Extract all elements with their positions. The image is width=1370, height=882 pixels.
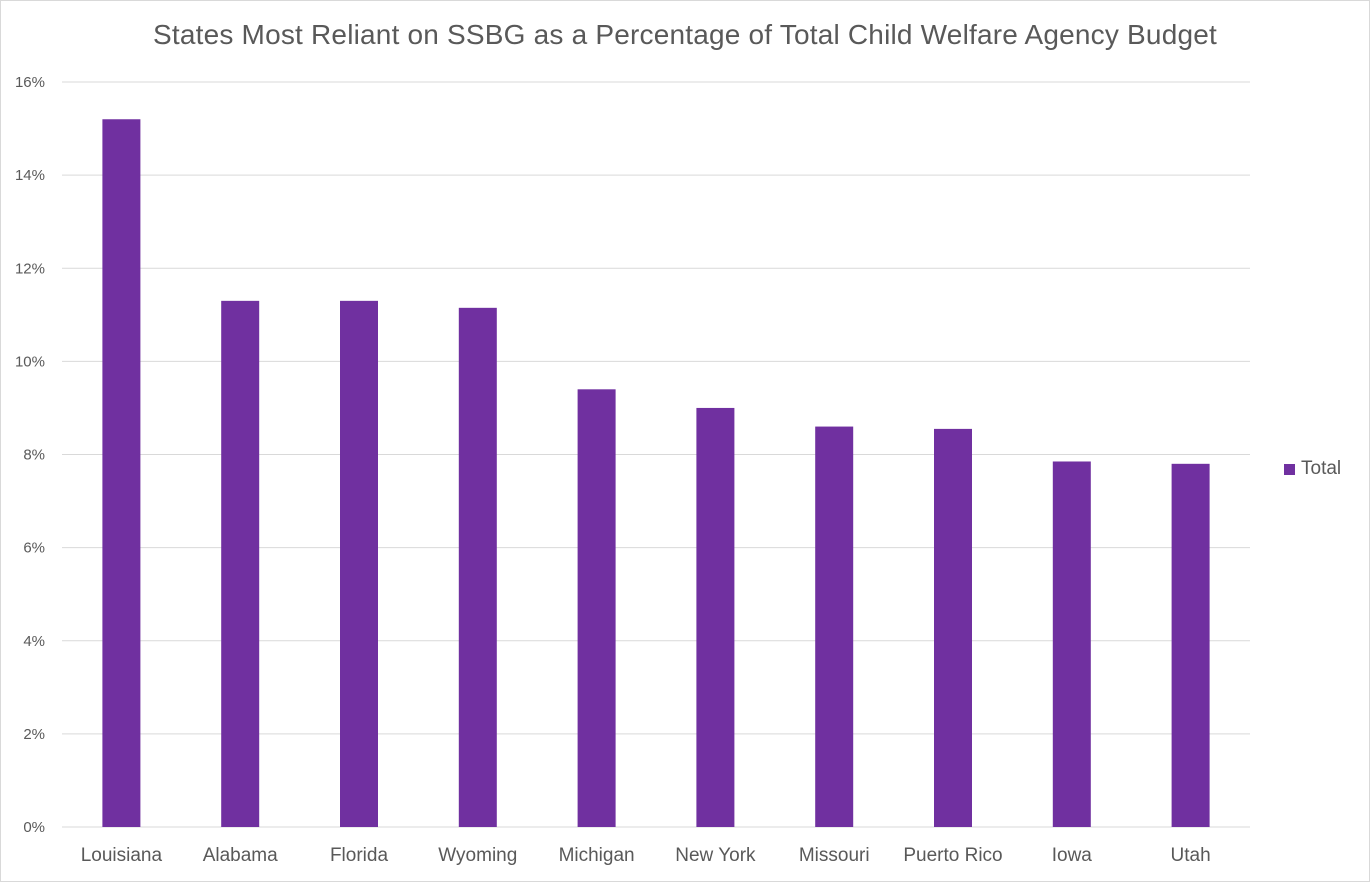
- bar: [577, 389, 616, 827]
- bar: [458, 307, 497, 827]
- bar: [1052, 461, 1091, 827]
- bar: [696, 407, 735, 827]
- y-tick-label: 16%: [15, 74, 45, 91]
- x-tick-label: Puerto Rico: [903, 845, 1002, 866]
- bar: [102, 119, 141, 827]
- bar: [815, 426, 854, 827]
- legend-label: Total: [1301, 458, 1342, 479]
- x-tick-label: Utah: [1171, 845, 1211, 866]
- x-tick-label: Wyoming: [438, 845, 517, 866]
- bar: [934, 428, 972, 827]
- legend-swatch: [1284, 463, 1295, 475]
- y-tick-label: 0%: [23, 819, 45, 836]
- bar: [1171, 463, 1210, 827]
- chart-title: States Most Reliant on SSBG as a Percent…: [152, 19, 1217, 50]
- y-tick-label: 14%: [15, 167, 45, 184]
- x-tick-label: Louisiana: [81, 845, 163, 866]
- y-tick-label: 6%: [23, 540, 45, 557]
- x-tick-label: Iowa: [1052, 845, 1093, 866]
- y-tick-label: 8%: [23, 447, 45, 464]
- x-tick-label: Missouri: [799, 845, 870, 866]
- y-tick-label: 10%: [15, 353, 45, 370]
- x-tick-label: Florida: [330, 845, 389, 866]
- y-tick-label: 2%: [23, 726, 45, 743]
- legend: Total: [1284, 458, 1341, 480]
- y-tick-label: 12%: [15, 260, 45, 277]
- bar: [340, 300, 378, 827]
- x-tick-label: Alabama: [203, 845, 278, 866]
- x-tick-label: Michigan: [559, 845, 635, 866]
- y-tick-label: 4%: [23, 633, 45, 650]
- bar: [221, 300, 260, 827]
- x-tick-label: New York: [675, 845, 756, 866]
